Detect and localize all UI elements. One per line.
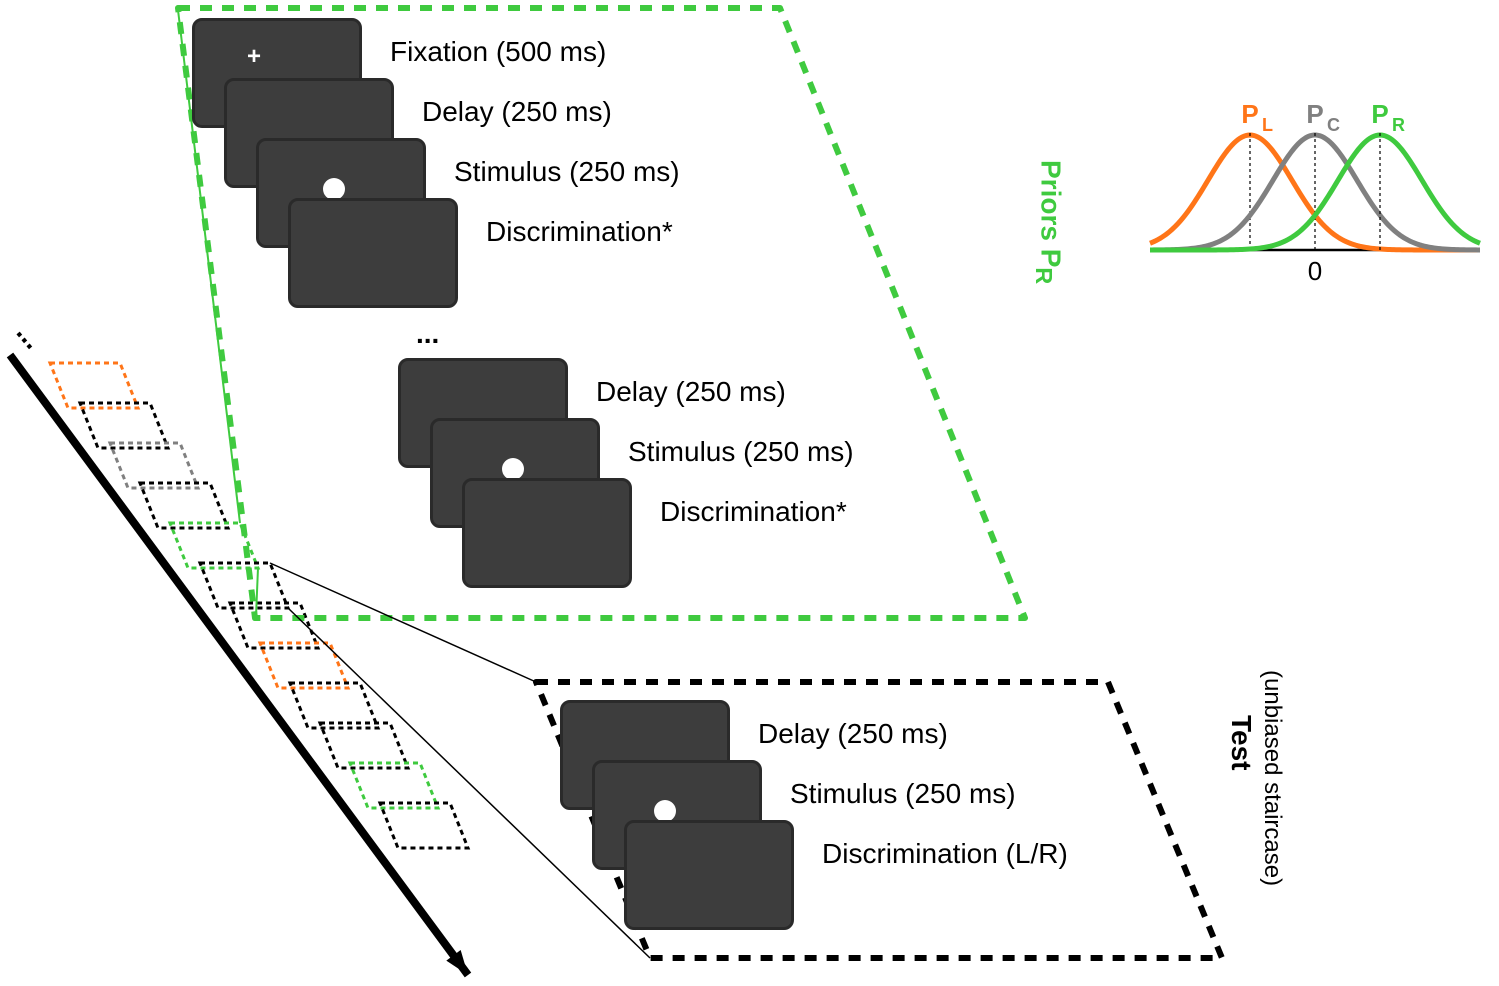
svg-text:C: C <box>1327 115 1340 135</box>
svg-text:P: P <box>1371 99 1388 129</box>
svg-text:R: R <box>1392 115 1405 135</box>
svg-text:L: L <box>1262 115 1273 135</box>
svg-text:P: P <box>1306 99 1323 129</box>
svg-text:P: P <box>1241 99 1258 129</box>
gaussian-plot: PLPCPR0 <box>0 0 1499 986</box>
svg-text:0: 0 <box>1308 256 1322 286</box>
